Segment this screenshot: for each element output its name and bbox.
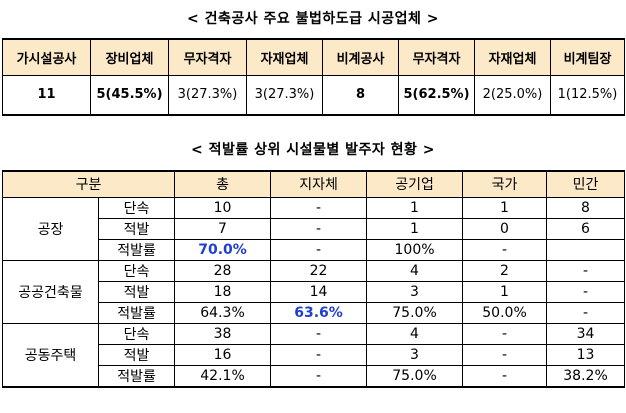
value-cell: 5(45.5%) — [90, 74, 169, 116]
data-cell: 2 — [462, 259, 548, 282]
value-cell: 3(27.3%) — [246, 74, 323, 116]
data-cell: 18 — [174, 280, 272, 303]
header-scaffold-leader: 비계팀장 — [550, 38, 625, 76]
row-label: 단속 — [97, 259, 176, 282]
header-scaffold-work: 가시설공사 — [2, 38, 91, 76]
facility-orderer-table: 구분 총 지자체 공기업 국가 민간 공장 단속 10-1 1 8 적발 7-1 0 6 적발률 7… — [1, 170, 626, 388]
data-cell: 70.0% — [174, 238, 272, 261]
header-state: 국가 — [462, 170, 548, 198]
data-cell: 34 — [546, 322, 626, 345]
data-cell — [546, 238, 626, 261]
header-public-corp: 공기업 — [366, 170, 464, 198]
table2-title: < 적발률 상위 시설물별 발주자 현황 > — [190, 142, 436, 158]
data-cell: - — [546, 259, 626, 282]
data-cell: 8 — [546, 196, 626, 219]
table-row: 적발률 42.1% -75.0% -38.2% — [2, 364, 626, 387]
table-row: 공동주택 단속 38-4-34 — [2, 322, 626, 387]
data-cell: 6 — [546, 217, 626, 240]
data-cell: 4 — [366, 322, 464, 345]
data-cell: 0 — [462, 217, 548, 240]
row-label: 적발 — [97, 217, 176, 240]
table-row: 적발률 64.3% 63.6% 75.0% 50.0% - — [2, 301, 626, 324]
data-cell: - — [270, 238, 368, 261]
header-local-gov: 지자체 — [270, 170, 368, 198]
data-cell: 14 — [270, 280, 368, 303]
row-label: 적발 — [97, 343, 176, 366]
data-cell: - — [270, 322, 368, 345]
value-cell: 8 — [322, 74, 399, 116]
data-cell: 1 — [366, 196, 464, 219]
group-label: 공동주택 — [2, 322, 99, 387]
table1-title: < 건축공사 주요 불법하도급 시공업체 > — [186, 11, 440, 27]
data-cell: 63.6% — [270, 301, 368, 324]
group-label: 공장 — [2, 196, 99, 261]
data-cell: 38 — [174, 322, 272, 345]
table-row: 적발 16-3-13 — [3, 343, 626, 366]
data-cell: - — [546, 280, 626, 303]
data-cell: - — [270, 343, 368, 366]
row-label: 단속 — [97, 322, 176, 345]
row-label: 적발 — [97, 280, 176, 303]
data-cell: 1 — [462, 196, 548, 219]
data-cell: 1 — [366, 217, 464, 240]
data-cell: 100% — [366, 238, 464, 261]
row-label: 단속 — [97, 196, 176, 219]
data-cell: 28 — [174, 259, 272, 282]
header-private: 민간 — [546, 170, 626, 198]
data-cell: - — [462, 238, 548, 261]
data-cell: - — [270, 196, 368, 219]
value-cell: 2(25.0%) — [474, 74, 551, 116]
data-cell: - — [462, 343, 548, 366]
header-unqualified-2: 무자격자 — [398, 38, 475, 76]
row-label: 적발률 — [97, 364, 176, 387]
header-material-company-2: 자재업체 — [474, 38, 551, 76]
data-cell: 42.1% — [174, 364, 272, 387]
header-equipment-company: 장비업체 — [90, 38, 169, 76]
data-cell: - — [270, 217, 368, 240]
data-cell: - — [462, 364, 548, 387]
table-row: 적발 7-1 0 6 — [3, 217, 626, 240]
value-cell: 11 — [2, 74, 91, 116]
data-cell: 75.0% — [366, 364, 464, 387]
data-cell: 4 — [366, 259, 464, 282]
data-cell: 38.2% — [546, 364, 626, 387]
value-cell: 1(12.5%) — [550, 74, 625, 116]
header-category: 구분 — [1, 170, 176, 198]
header-unqualified: 무자격자 — [168, 38, 247, 76]
table-row: 공공건축물 단속 28 22 4 2- — [2, 259, 626, 324]
row-label: 적발률 — [97, 238, 176, 261]
data-cell: - — [270, 364, 368, 387]
header-material-company: 자재업체 — [246, 38, 323, 76]
data-cell: 1 — [462, 280, 548, 303]
table-row: 공장 단속 10-1 1 8 — [2, 196, 626, 261]
header-scaffolding-work: 비계공사 — [322, 38, 399, 76]
data-cell: 16 — [174, 343, 272, 366]
row-label: 적발률 — [97, 301, 176, 324]
data-cell: 3 — [366, 280, 464, 303]
data-cell: 3 — [366, 343, 464, 366]
data-cell: 64.3% — [174, 301, 272, 324]
data-cell: 7 — [174, 217, 272, 240]
illegal-subcontract-table: 가시설공사 장비업체 무자격자 자재업체 비계공사 무자격자 자재업체 비계팀장… — [2, 38, 625, 116]
data-cell: - — [546, 301, 626, 324]
data-cell: 13 — [546, 343, 626, 366]
value-cell: 3(27.3%) — [168, 74, 247, 116]
data-cell: - — [462, 322, 548, 345]
data-cell: 10 — [174, 196, 272, 219]
data-cell: 22 — [270, 259, 368, 282]
data-cell: 50.0% — [462, 301, 548, 324]
value-cell: 5(62.5%) — [398, 74, 475, 116]
group-label: 공공건축물 — [2, 259, 99, 324]
header-total: 총 — [174, 170, 272, 198]
data-cell: 75.0% — [366, 301, 464, 324]
